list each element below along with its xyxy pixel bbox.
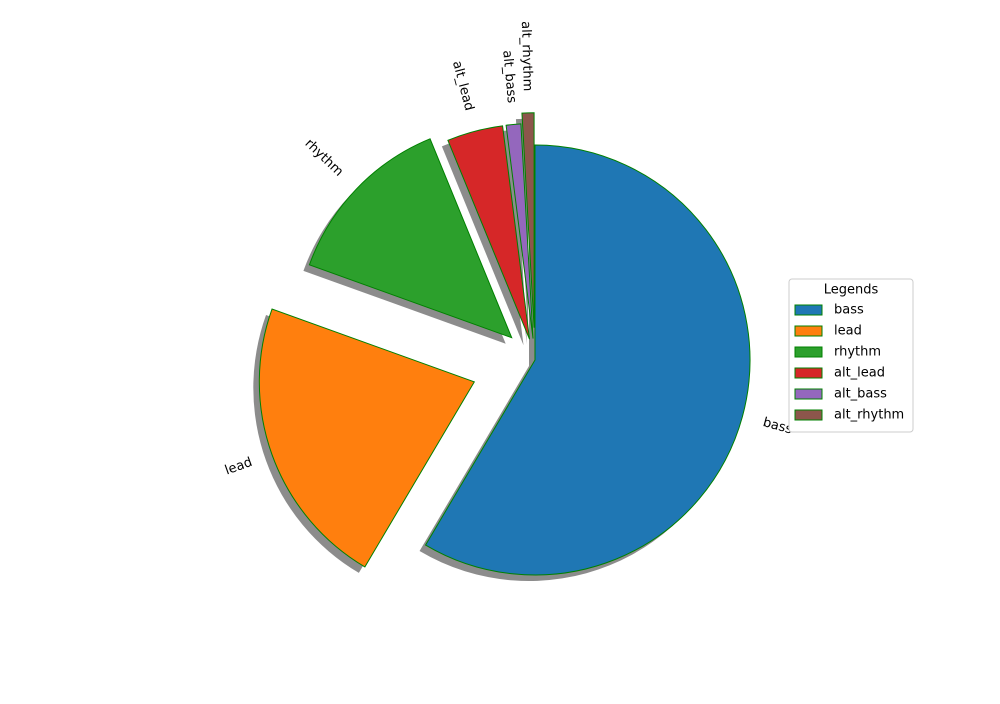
legend-swatch [794,325,823,337]
legend-label: lead [834,324,862,339]
legend-swatch [794,346,823,358]
legend-label: alt_rhythm [834,408,904,423]
wedge [447,125,531,340]
legend-title: Legends [824,283,879,298]
wedge [521,112,535,328]
wedge-label: lead [223,455,254,479]
legend-swatch [794,304,823,316]
legend-label: alt_bass [834,387,887,402]
legend-swatch [794,367,823,379]
legend: Legends bass lead rhythm alt_lead alt_bassalt… [788,278,914,433]
wedge [505,123,534,339]
wedge-label: rhythm [302,136,346,179]
legend-label: rhythm [834,345,881,360]
legend-swatch [794,409,823,421]
legend-swatch [794,388,823,400]
legend-label: alt_lead [834,366,885,381]
wedge-label: alt_lead [449,59,477,112]
wedge [308,138,513,339]
wedge-label: alt_bass [499,50,519,104]
legend-label: bass [834,303,864,318]
wedge [424,144,751,576]
wedge-label: alt_rhythm [518,21,535,92]
wedge [258,308,476,568]
